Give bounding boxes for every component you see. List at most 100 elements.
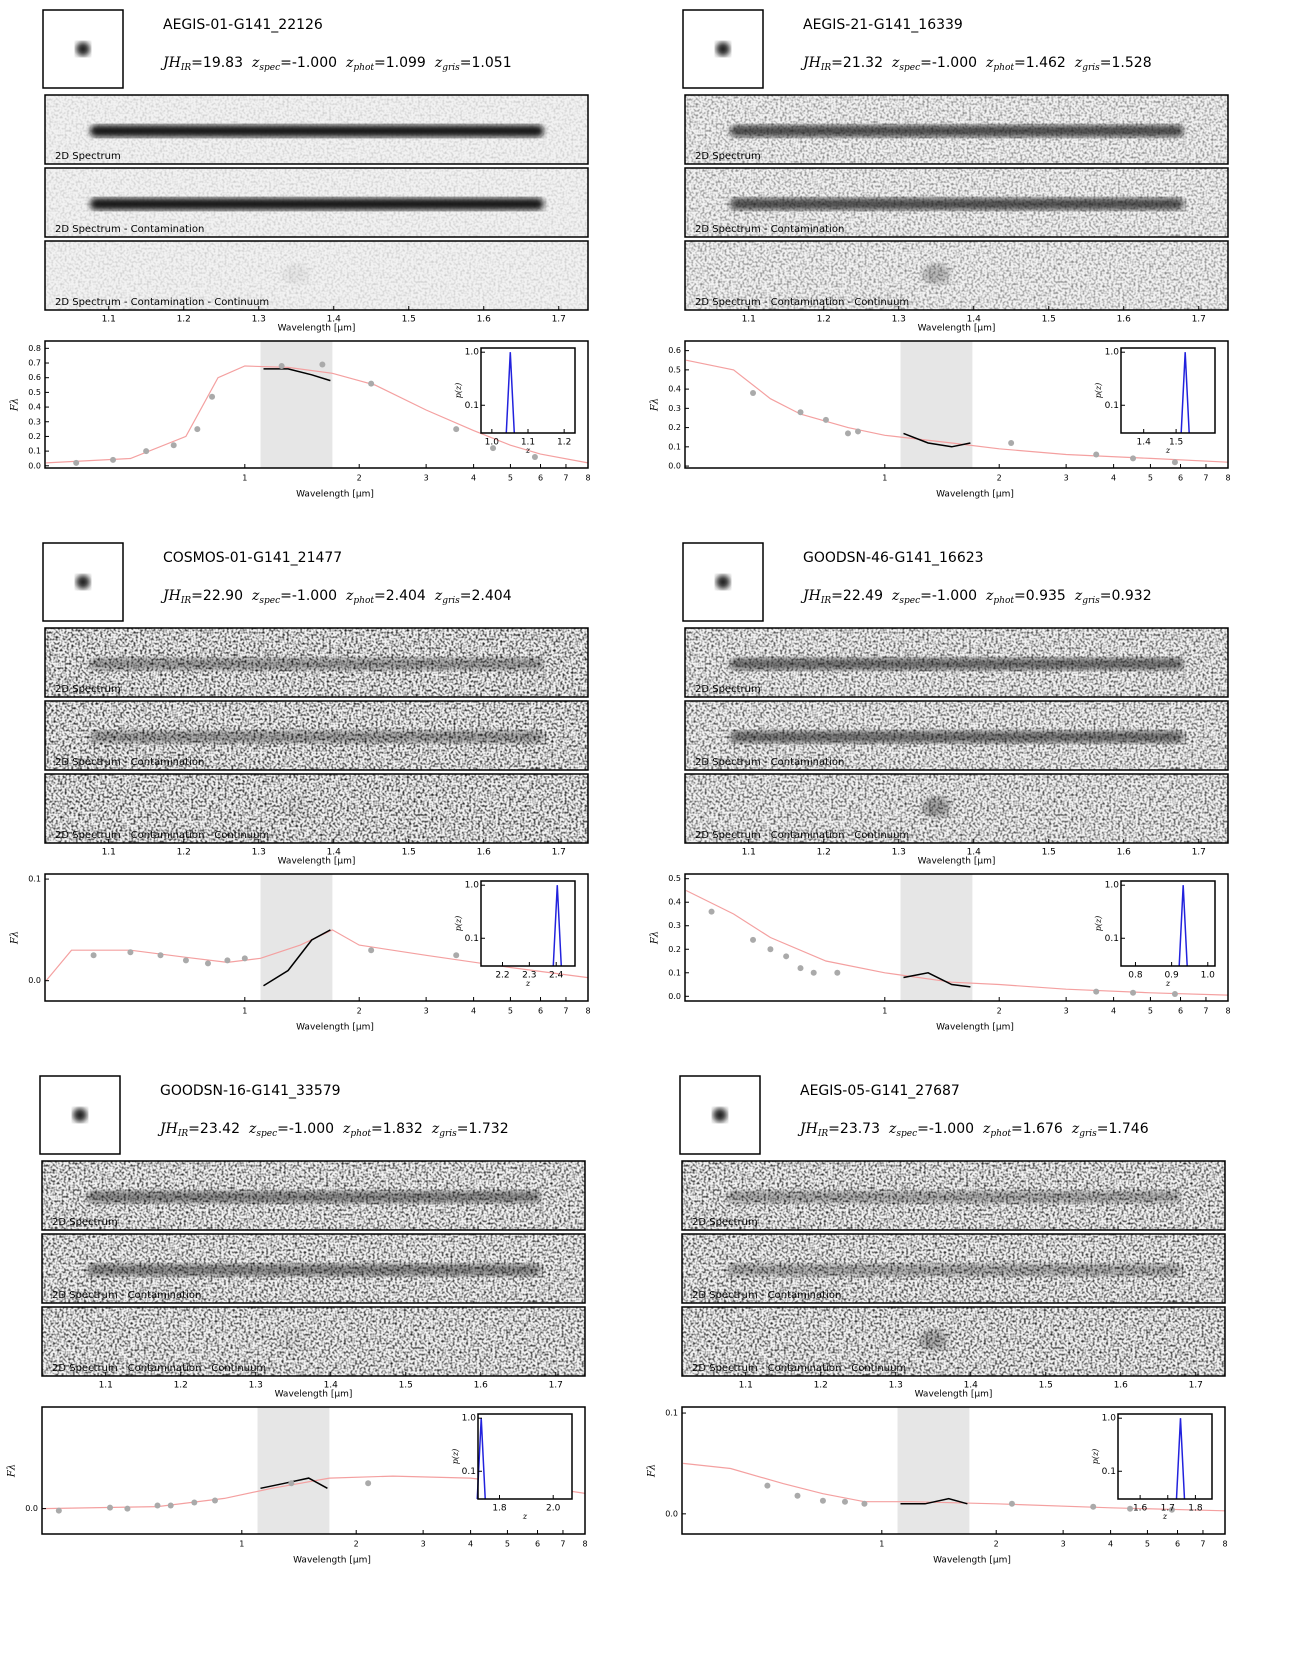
redshift-part: =	[917, 1121, 929, 1137]
sed-y-tick-label: 0.2	[668, 423, 681, 432]
redshift-part: -1.000	[292, 588, 337, 604]
redshift-part: z	[342, 1121, 351, 1137]
redshift-part: JH	[797, 1121, 819, 1137]
photometry-point	[124, 1505, 131, 1512]
strip-label: 2D Spectrum - Contamination - Continuum	[695, 297, 909, 308]
sed-frame	[44, 873, 589, 1002]
strip-tick-label: 1.6	[477, 848, 492, 858]
sed-x-tick-label: 1	[239, 1540, 244, 1549]
redshift-part: phot	[353, 63, 374, 73]
redshift-part: z	[345, 55, 354, 71]
strip-frame	[41, 1306, 586, 1377]
photometry-point	[170, 442, 177, 449]
photometry-point	[708, 908, 715, 915]
object-id: GOODSN-46-G141_16623	[803, 550, 984, 566]
strip-trace	[87, 1191, 541, 1203]
redshift-part: gris	[442, 63, 460, 73]
strip-x-label: Wavelength [μm]	[278, 857, 356, 867]
inset-frame	[1120, 347, 1216, 434]
strip-tick-label: 1.4	[327, 848, 342, 858]
sed-x-tick-label: 8	[1225, 1007, 1230, 1016]
photometry-point	[1130, 989, 1137, 996]
strip-tick-label: 1.7	[1192, 848, 1206, 858]
photometry-point	[764, 1482, 771, 1489]
inset-x-label: z	[522, 1512, 528, 1521]
photometry-point	[1130, 455, 1137, 462]
strip-tick-label: 1.2	[817, 848, 831, 858]
inset-x-tick-label: 1.4	[1137, 438, 1152, 448]
inset-x-tick-label: 0.8	[1128, 971, 1143, 981]
inset-bg	[1118, 1414, 1212, 1499]
redshift-part: =	[920, 588, 932, 604]
sed-x-label: Wavelength [μm]	[296, 490, 374, 500]
inset-x-label: z	[1162, 1512, 1168, 1521]
strip-tick-label: 1.3	[249, 1381, 263, 1391]
strip-frame	[684, 700, 1229, 771]
strip-label: 2D Spectrum - Contamination	[55, 224, 204, 235]
redshift-part: =	[188, 1121, 200, 1137]
sed-x-tick-label: 1	[242, 1007, 247, 1016]
redshift-part: =	[1014, 588, 1026, 604]
inset-y-tick-label: 0.1	[465, 934, 479, 944]
sed-x-tick-label: 3	[424, 1007, 429, 1016]
object-id: AEGIS-01-G141_22126	[163, 17, 323, 33]
inset-frame	[1120, 880, 1216, 967]
strip-x-label: Wavelength [μm]	[918, 857, 996, 867]
sed-y-tick-label: 0.0	[668, 462, 681, 471]
sed-x-tick-label: 1	[882, 1007, 887, 1016]
redshift-part: phot	[993, 63, 1014, 73]
redshift-part: z	[985, 55, 994, 71]
photometry-point	[1008, 1500, 1015, 1507]
strip-trace	[730, 125, 1184, 137]
photometry-point	[211, 1497, 218, 1504]
photometry-point	[154, 1502, 161, 1509]
photometry-point	[1093, 451, 1100, 458]
photometry-point	[90, 952, 97, 959]
strip-tick-label: 1.2	[177, 315, 191, 325]
strip-frame	[44, 700, 589, 771]
sed-y-tick-label: 0.6	[668, 346, 681, 355]
strip-tick-label: 1.1	[99, 1381, 113, 1391]
photometry-point	[209, 393, 216, 400]
strip-label: 2D Spectrum	[695, 684, 761, 695]
strip-tick-label: 1.7	[1192, 315, 1206, 325]
photometry-point	[278, 362, 285, 369]
sed-spectrum	[903, 432, 971, 448]
strip-frame	[41, 1160, 586, 1231]
photometry-point	[194, 426, 201, 433]
sed-model	[685, 889, 1229, 996]
photometry-point	[844, 430, 851, 437]
sed-x-tick-label: 1	[882, 474, 887, 483]
sed-frame	[684, 340, 1229, 469]
sed-y-tick-label: 0.4	[28, 403, 41, 412]
sed-x-tick-label: 2	[357, 1007, 362, 1016]
strip-frame	[44, 627, 589, 698]
redshift-part: 0.935	[1026, 588, 1066, 604]
strip-tick-label: 1.4	[964, 1381, 979, 1391]
sed-x-tick-label: 2	[994, 1540, 999, 1549]
sed-x-tick-label: 3	[1064, 474, 1069, 483]
redshift-part: =	[277, 1121, 289, 1137]
strip-frame	[684, 627, 1229, 698]
photometry-point	[157, 952, 164, 959]
object-id: AEGIS-21-G141_16339	[803, 17, 963, 33]
strip-tick-label: 1.6	[1117, 848, 1132, 858]
strip-tick-label: 1.7	[552, 315, 566, 325]
redshift-part: -1.000	[932, 55, 977, 71]
photometry-point	[797, 965, 804, 972]
sed-x-tick-label: 7	[1203, 474, 1208, 483]
strip-frame	[684, 167, 1229, 238]
sed-x-tick-label: 7	[1203, 1007, 1208, 1016]
sed-y-label: Fλ	[7, 1464, 18, 1478]
sed-y-label: Fλ	[10, 931, 21, 945]
strip-tick-label: 1.5	[399, 1381, 413, 1391]
inset-x-tick-label: 2.4	[549, 971, 564, 981]
sed-x-tick-label: 5	[508, 474, 513, 483]
strip-noise	[42, 1307, 585, 1376]
strip-residual	[279, 1330, 308, 1350]
strip-trace	[727, 1264, 1181, 1276]
pz-peak	[552, 885, 563, 967]
sed-x-tick-label: 7	[563, 1007, 568, 1016]
